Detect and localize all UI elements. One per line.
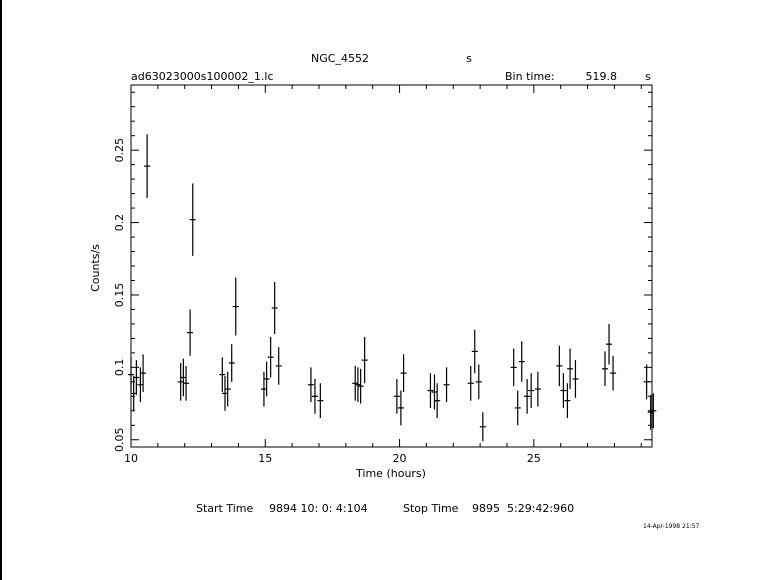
bin-time-unit: s (645, 70, 651, 83)
data-point (427, 373, 434, 408)
start-time-label: Start Time (196, 502, 254, 515)
y-axis: 0.05 0.1 0.15 0.2 0.25 (113, 91, 652, 453)
x-axis: 10 15 20 25 (124, 85, 642, 465)
data-point (475, 364, 482, 400)
start-time-value: 9894 10: 0: 4:104 (269, 502, 368, 515)
data-point (443, 367, 450, 403)
data-point (564, 383, 571, 419)
data-point (647, 394, 654, 430)
data-point (434, 383, 441, 419)
data-point (130, 376, 137, 411)
data-point (352, 365, 359, 401)
data-point (228, 344, 235, 382)
y-axis-label: Counts/s (89, 244, 102, 292)
data-point (514, 390, 521, 426)
data-point (354, 367, 361, 403)
data-point (224, 371, 231, 407)
data-point (133, 360, 140, 395)
x-tick-label: 10 (124, 452, 138, 465)
data-point (431, 374, 438, 410)
data-point (643, 364, 650, 400)
data-point (400, 354, 407, 392)
data-point (650, 393, 657, 429)
y-tick-label: 0.2 (113, 214, 126, 232)
data-point (524, 378, 531, 414)
data-point (467, 365, 474, 401)
data-point (534, 371, 541, 407)
data-point (307, 367, 314, 403)
data-point (397, 390, 404, 426)
data-point (267, 336, 274, 378)
stop-time-value: 9895 5:29:42:960 (472, 502, 574, 515)
bin-time-value: 519.8 (586, 70, 618, 83)
data-point (471, 329, 478, 374)
data-point (183, 365, 190, 401)
x-tick-label: 25 (527, 452, 541, 465)
data-point (560, 373, 567, 408)
x-axis-label: Time (hours) (355, 467, 426, 480)
window-edge (0, 0, 2, 580)
data-point (189, 183, 196, 256)
data-point (567, 348, 574, 390)
data-point (144, 134, 151, 198)
data-points (128, 134, 657, 442)
data-point (187, 309, 194, 356)
data-point (361, 336, 368, 384)
data-point (128, 357, 134, 392)
chart-title: NGC_4552 (311, 52, 369, 65)
data-point (393, 378, 400, 414)
data-point (260, 371, 267, 407)
x-tick-label: 15 (258, 452, 272, 465)
y-tick-label: 0.05 (113, 428, 126, 453)
y-tick-label: 0.25 (113, 138, 126, 163)
y-tick-label: 0.1 (113, 359, 126, 377)
data-point (479, 412, 486, 442)
data-point (140, 354, 147, 392)
data-point (219, 357, 226, 392)
stop-time-label: Stop Time (403, 502, 459, 515)
data-point (311, 378, 318, 414)
data-point (572, 360, 579, 398)
data-point (606, 323, 613, 365)
data-point (602, 351, 609, 387)
data-point (317, 383, 324, 419)
data-point (275, 347, 282, 385)
date-stamp: 14-Apr-1998 21:57 (643, 523, 699, 530)
data-point (232, 277, 239, 336)
data-point (510, 348, 517, 387)
data-point (528, 373, 535, 408)
data-point (556, 345, 563, 387)
data-point (271, 281, 278, 335)
bin-time-label: Bin time: (505, 70, 555, 83)
data-point (177, 363, 184, 401)
data-point (180, 358, 187, 397)
x-tick-label: 20 (393, 452, 407, 465)
plot-frame (130, 84, 653, 448)
data-point (263, 361, 270, 397)
data-point (357, 368, 364, 404)
data-point (221, 376, 228, 411)
title-unit: s (466, 52, 472, 65)
data-point (518, 341, 525, 382)
file-name: ad63023000s100002_1.lc (131, 70, 274, 83)
y-tick-label: 0.15 (113, 283, 126, 308)
data-point (610, 355, 617, 391)
